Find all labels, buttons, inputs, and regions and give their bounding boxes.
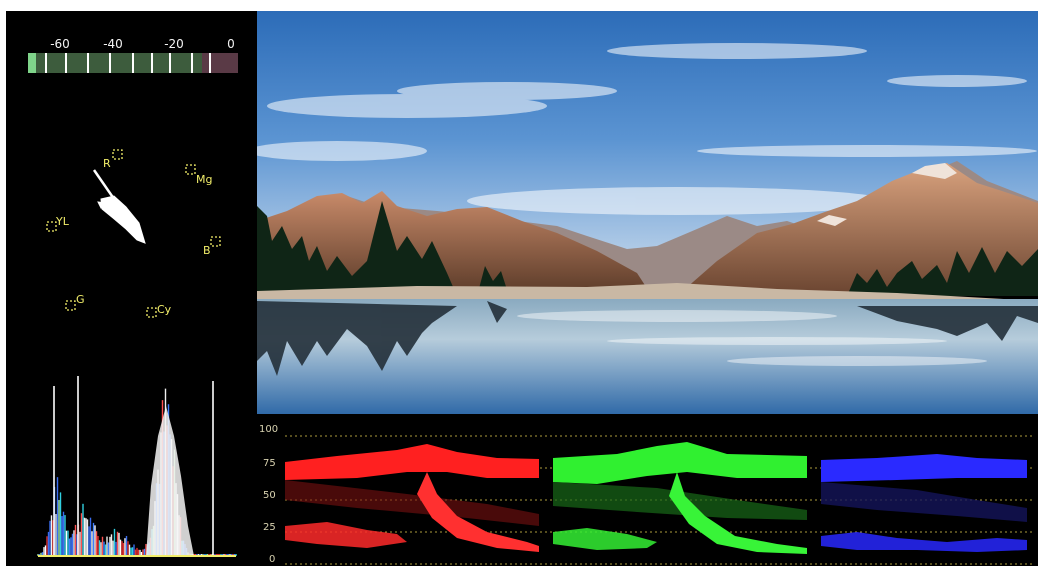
waveform-green-channel xyxy=(553,442,807,554)
scopes-panel: -60 -40 -20 0 xyxy=(6,11,253,566)
audio-scale-label: 0 xyxy=(227,37,235,51)
audio-scale-label: -60 xyxy=(50,37,70,51)
right-mountains xyxy=(677,163,1038,296)
audio-scale-label: -20 xyxy=(164,37,184,51)
left-mountains xyxy=(257,191,652,296)
vectorscope: R Mg YL B G Cy xyxy=(46,149,221,318)
waveform-scale-label: 0 xyxy=(269,554,275,565)
audio-meter-ticks xyxy=(45,53,211,73)
vectorscope-target-yl-box xyxy=(46,221,57,232)
histogram-highlights xyxy=(146,406,194,556)
waveform-red-channel xyxy=(285,444,539,552)
vectorscope-label-cy: Cy xyxy=(157,303,172,316)
waveform-scale-label: 75 xyxy=(263,458,276,469)
waveform-blue-channel xyxy=(821,454,1027,552)
vectorscope-trace xyxy=(92,169,146,244)
vectorscope-target-mg-box xyxy=(185,164,196,175)
vectorscope-label-mg: Mg xyxy=(196,173,212,186)
audio-meter-peak-zone xyxy=(202,53,238,73)
reflections xyxy=(257,301,1038,376)
video-frame-landscape xyxy=(257,11,1038,414)
vectorscope-label-yl: YL xyxy=(55,215,70,228)
snow-caps xyxy=(817,163,957,226)
vectorscope-label-b: B xyxy=(203,244,211,257)
waveform-scale-label: 100 xyxy=(259,424,278,435)
clouds xyxy=(257,43,1037,215)
waveform-scale-label: 50 xyxy=(263,490,276,501)
histogram xyxy=(37,376,237,557)
vectorscope-target-r-box xyxy=(112,149,123,160)
vectorscope-target-g-box xyxy=(65,300,76,311)
vectorscope-target-b-box xyxy=(210,236,221,247)
rgb-parade-waveform: 100 75 50 25 0 xyxy=(257,414,1038,566)
vectorscope-label-r: R xyxy=(103,157,111,170)
waveform-scale-label: 25 xyxy=(263,522,276,533)
audio-level-meter: -60 -40 -20 0 xyxy=(28,37,238,73)
water-streaks xyxy=(517,310,987,366)
audio-scale-label: -40 xyxy=(103,37,123,51)
vectorscope-target-cy-box xyxy=(146,307,157,318)
audio-meter-level xyxy=(28,53,36,73)
vectorscope-label-g: G xyxy=(76,293,85,306)
monitor-frame: -60 -40 -20 0 xyxy=(6,11,1038,566)
